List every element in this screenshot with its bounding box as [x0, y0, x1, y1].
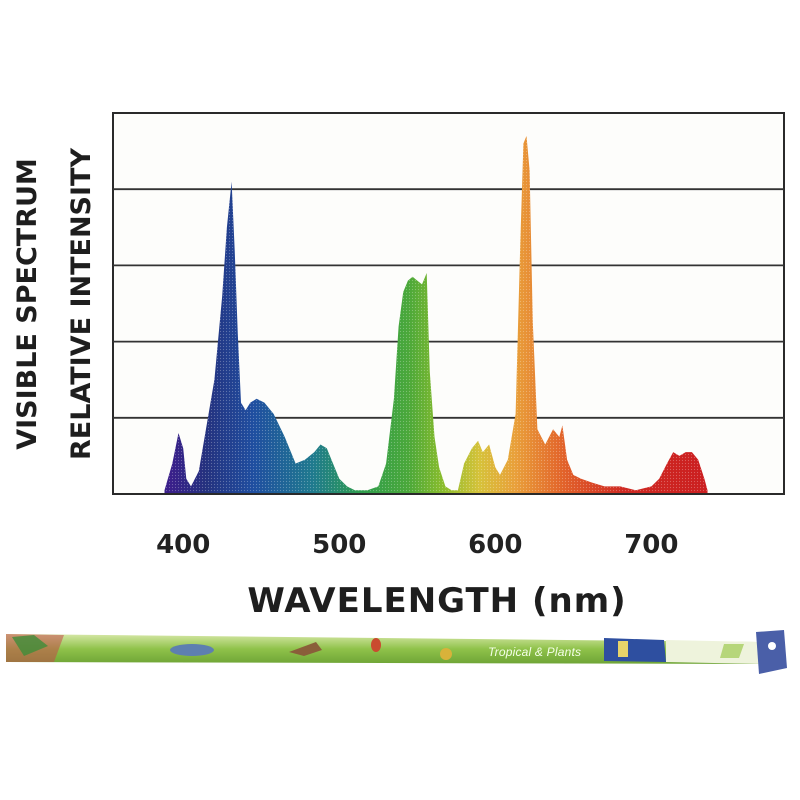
spectrum-area-texture [164, 135, 708, 494]
y-axis-label-line-2: RELATIVE INTENSITY [66, 148, 97, 460]
x-tick-labels: 400 500 600 700 [156, 530, 678, 560]
x-tick-400: 400 [156, 530, 210, 560]
x-tick-600: 600 [468, 530, 522, 560]
x-tick-700: 700 [624, 530, 678, 560]
y-axis-label-line-1: VISIBLE SPECTRUM [12, 158, 43, 450]
series-layer [164, 135, 708, 494]
package-label: Tropical & Plants [488, 645, 582, 659]
x-axis-label: WAVELENGTH (nm) [247, 581, 626, 621]
product-package-image [6, 630, 787, 674]
x-tick-500: 500 [312, 530, 366, 560]
